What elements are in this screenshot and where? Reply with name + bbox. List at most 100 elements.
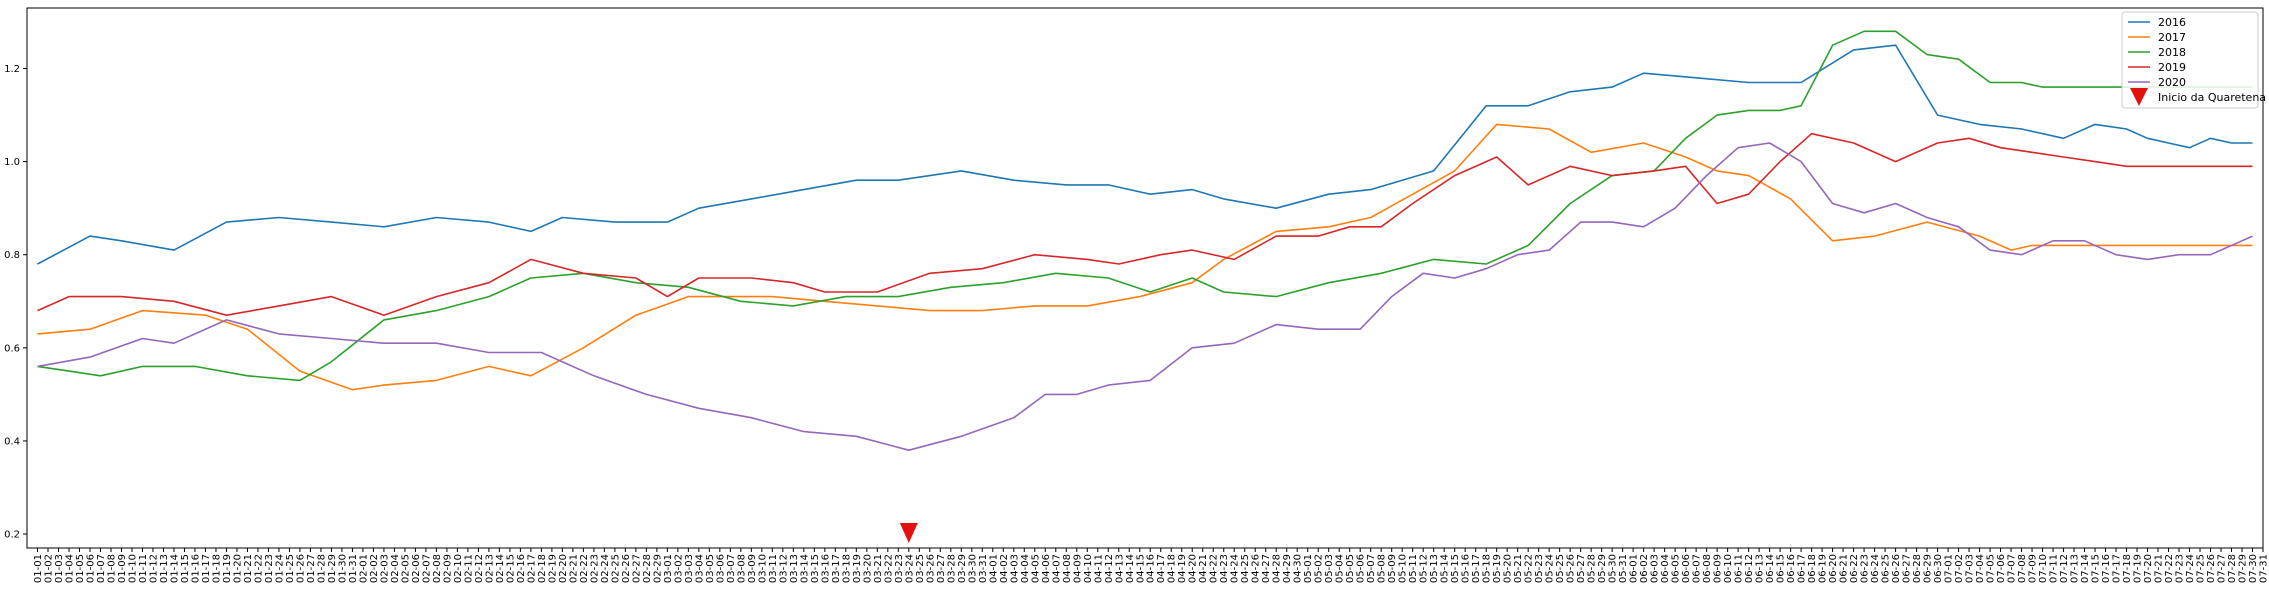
series-line-2016 — [37, 44, 2253, 265]
series-layer — [37, 30, 2253, 452]
x-tick-label: 04-21 — [1198, 554, 1209, 583]
x-tick-label: 04-30 — [1293, 554, 1304, 583]
x-tick-label: 01-02 — [43, 554, 54, 583]
x-tick-label: 01-10 — [127, 554, 138, 583]
x-tick-label: 02-17 — [526, 554, 537, 583]
x-tick-label: 04-25 — [1240, 554, 1251, 583]
x-axis: 01-01 01-02 01-03 01-04 01-05 01-06 01-07 01-08… — [33, 548, 2269, 583]
x-tick-label: 04-04 — [1020, 554, 1031, 583]
x-tick-label: 04-22 — [1209, 554, 1220, 583]
x-tick-label: 01-16 — [190, 554, 201, 583]
x-tick-label: 03-28 — [946, 554, 957, 583]
x-tick-label: 07-19 — [2133, 554, 2144, 583]
x-tick-label: 06-11 — [1734, 554, 1745, 583]
x-tick-label: 02-08 — [432, 554, 443, 583]
x-tick-label: 05-23 — [1534, 554, 1545, 583]
x-tick-label: 05-04 — [1335, 554, 1346, 583]
x-tick-label: 07-25 — [2196, 554, 2207, 583]
x-tick-label: 06-25 — [1881, 554, 1892, 583]
x-tick-label: 03-18 — [841, 554, 852, 583]
x-tick-label: 06-10 — [1723, 554, 1734, 583]
x-tick-label: 07-07 — [2007, 554, 2018, 583]
x-tick-label: 04-26 — [1251, 554, 1262, 583]
x-tick-label: 02-15 — [505, 554, 516, 583]
x-tick-label: 01-28 — [316, 554, 327, 583]
x-tick-label: 07-17 — [2112, 554, 2123, 583]
x-tick-label: 04-29 — [1282, 554, 1293, 583]
x-tick-label: 03-29 — [957, 554, 968, 583]
x-tick-label: 07-03 — [1965, 554, 1976, 583]
x-tick-label: 01-21 — [243, 554, 254, 583]
x-tick-label: 06-21 — [1839, 554, 1850, 583]
x-tick-label: 02-11 — [463, 554, 474, 583]
x-tick-label: 03-01 — [663, 554, 674, 583]
x-tick-label: 07-14 — [2080, 554, 2091, 583]
x-tick-label: 02-22 — [579, 554, 590, 583]
x-tick-label: 03-16 — [820, 554, 831, 583]
x-tick-label: 01-25 — [285, 554, 296, 583]
x-tick-label: 06-24 — [1870, 554, 1881, 583]
x-tick-label: 05-16 — [1461, 554, 1472, 583]
x-tick-label: 05-03 — [1324, 554, 1335, 583]
x-tick-label: 01-14 — [169, 554, 180, 583]
x-tick-label: 04-08 — [1062, 554, 1073, 583]
x-tick-label: 03-06 — [715, 554, 726, 583]
y-axis: 0.2 0.4 0.6 0.8 1.0 1.2 — [4, 64, 27, 541]
x-tick-label: 06-03 — [1650, 554, 1661, 583]
x-tick-label: 01-17 — [201, 554, 212, 583]
plot-frame — [26, 7, 2264, 549]
series-line-2018 — [37, 30, 2253, 382]
x-tick-label: 06-23 — [1860, 554, 1871, 583]
x-tick-label: 06-05 — [1671, 554, 1682, 583]
x-tick-label: 02-07 — [421, 554, 432, 583]
x-tick-label: 03-08 — [736, 554, 747, 583]
x-tick-label: 03-15 — [810, 554, 821, 583]
x-tick-label: 01-23 — [264, 554, 275, 583]
x-tick-label: 03-10 — [757, 554, 768, 583]
x-tick-label: 07-24 — [2185, 554, 2196, 583]
x-tick-label: 04-12 — [1104, 554, 1115, 583]
x-tick-label: 04-03 — [1009, 554, 1020, 583]
x-tick-label: 02-16 — [516, 554, 527, 583]
y-tick-label: 1.0 — [4, 157, 20, 168]
x-tick-label: 07-21 — [2154, 554, 2165, 583]
x-tick-label: 02-02 — [369, 554, 380, 583]
x-tick-label: 06-12 — [1744, 554, 1755, 583]
x-tick-label: 06-07 — [1692, 554, 1703, 583]
x-tick-label: 02-26 — [621, 554, 632, 583]
series-line-2020 — [37, 142, 2253, 452]
x-tick-label: 06-08 — [1702, 554, 1713, 583]
x-tick-label: 07-29 — [2238, 554, 2249, 583]
x-tick-label: 02-14 — [495, 554, 506, 583]
x-tick-label: 07-02 — [1954, 554, 1965, 583]
legend-label-2019: 2019 — [2158, 61, 2186, 74]
x-tick-label: 01-06 — [85, 554, 96, 583]
x-tick-label: 02-23 — [589, 554, 600, 583]
x-tick-label: 05-26 — [1566, 554, 1577, 583]
x-tick-label: 06-02 — [1639, 554, 1650, 583]
x-tick-label: 01-31 — [348, 554, 359, 583]
x-tick-label: 03-11 — [768, 554, 779, 583]
x-tick-label: 05-30 — [1608, 554, 1619, 583]
x-tick-label: 04-01 — [988, 554, 999, 583]
x-tick-label: 03-27 — [936, 554, 947, 583]
x-tick-label: 03-31 — [978, 554, 989, 583]
x-tick-label: 07-18 — [2122, 554, 2133, 583]
x-tick-label: 07-30 — [2248, 554, 2259, 583]
x-tick-label: 03-07 — [726, 554, 737, 583]
x-tick-label: 01-27 — [306, 554, 317, 583]
marker-layer — [899, 523, 918, 544]
x-tick-label: 05-13 — [1429, 554, 1440, 583]
legend-label-marker: Inicio da Quaretena — [2158, 91, 2266, 104]
x-tick-label: 07-11 — [2049, 554, 2060, 583]
x-tick-label: 01-29 — [327, 554, 338, 583]
x-tick-label: 02-04 — [390, 554, 401, 583]
x-tick-label: 07-10 — [2038, 554, 2049, 583]
x-tick-label: 07-16 — [2101, 554, 2112, 583]
x-tick-label: 02-21 — [568, 554, 579, 583]
x-tick-label: 07-13 — [2070, 554, 2081, 583]
x-tick-label: 02-09 — [442, 554, 453, 583]
quarantine-start-marker — [899, 523, 918, 544]
x-tick-label: 03-13 — [789, 554, 800, 583]
